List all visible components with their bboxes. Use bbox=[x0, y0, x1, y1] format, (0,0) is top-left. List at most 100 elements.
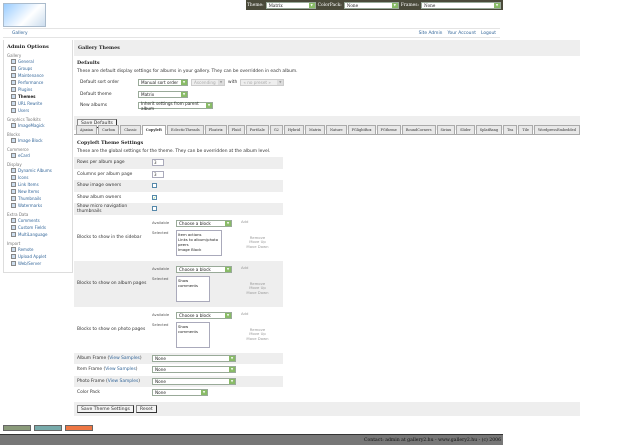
photopage-move-up-button[interactable]: Move Up bbox=[249, 331, 266, 336]
tab-hybrid[interactable]: Hybrid bbox=[283, 125, 305, 134]
save-theme-settings-button[interactable]: Save Theme Settings bbox=[77, 404, 134, 413]
sidebar-item-icons[interactable]: Icons bbox=[7, 174, 69, 181]
sidebar-item-groups[interactable]: Groups bbox=[7, 65, 69, 72]
tab-tea[interactable]: Tea bbox=[503, 125, 518, 134]
sort-order-select[interactable]: Manual sort order ▼ bbox=[138, 79, 188, 87]
breadcrumb-gallery[interactable]: Gallery bbox=[12, 30, 28, 36]
sidebar-item-custom-fields[interactable]: Custom Fields bbox=[7, 224, 69, 231]
sidebar-item-thumbnails[interactable]: Thumbnails bbox=[7, 195, 69, 202]
sidebar-item-imagemagick[interactable]: ImageMagick bbox=[7, 122, 69, 129]
sidebar-item-remote[interactable]: Remote bbox=[7, 246, 69, 253]
tab-nature[interactable]: Nature bbox=[326, 125, 347, 134]
sidebar-selected-list[interactable]: Item actions Links to album/photo peers Im… bbox=[176, 229, 222, 256]
sidebar-move-down-button[interactable]: Move Down bbox=[246, 243, 269, 249]
tab-wordpressembedded[interactable]: WordpressEmbedded bbox=[534, 125, 580, 134]
sidebar-move-up-button[interactable]: Move Up bbox=[249, 239, 266, 244]
reset-button[interactable]: Reset bbox=[135, 404, 157, 413]
tab-pglightbox[interactable]: PGlightBox bbox=[347, 125, 376, 134]
selected-block-item[interactable]: Show comments bbox=[178, 277, 199, 288]
tab-portsale[interactable]: PortSale bbox=[245, 125, 269, 134]
selected-block-item[interactable]: Image Block bbox=[178, 246, 202, 252]
badge-gallery[interactable] bbox=[3, 425, 31, 431]
frames-select[interactable]: None ▼ bbox=[421, 1, 501, 9]
tab-g2[interactable]: G2 bbox=[269, 125, 283, 134]
sidebar-item-new-items[interactable]: New Items bbox=[7, 188, 69, 195]
sidebar-add-button[interactable]: Add bbox=[241, 218, 249, 224]
gallery-logo[interactable] bbox=[3, 3, 46, 27]
photopage-add-button[interactable]: Add bbox=[241, 310, 249, 316]
tab-eclecticthreads[interactable]: EclecticThreads bbox=[167, 125, 204, 134]
new-albums-select[interactable]: Inherit settings from parent album ▼ bbox=[138, 101, 213, 111]
tab-fluid[interactable]: Fluid bbox=[227, 125, 245, 134]
sidebar-item-image-block[interactable]: Image Block bbox=[7, 137, 69, 144]
colorpack-value: None bbox=[346, 2, 359, 8]
tab-carbon[interactable]: Carbon bbox=[98, 125, 120, 134]
tab-siriux[interactable]: Siriux bbox=[436, 125, 456, 134]
sort-direction-select[interactable]: Ascending ▼ bbox=[191, 79, 225, 87]
sidebar-item-url-rewrite[interactable]: URL Rewrite bbox=[7, 100, 69, 107]
sidebar-item-upload-applet[interactable]: Upload Applet bbox=[7, 253, 69, 260]
tab-slider[interactable]: Slider bbox=[456, 125, 475, 134]
album-frame-select[interactable]: None ▼ bbox=[152, 354, 236, 362]
photopage-remove-button[interactable]: Remove bbox=[249, 326, 266, 332]
selected-block-item[interactable]: Links to album/photo peers bbox=[178, 236, 219, 247]
tab-pgtheme[interactable]: PGtheme bbox=[376, 125, 401, 134]
show-micro-nav-checkbox[interactable] bbox=[152, 206, 157, 212]
sidebar-item-users[interactable]: Users bbox=[7, 107, 69, 114]
tab-floatrix[interactable]: Floatrix bbox=[204, 125, 227, 134]
theme-select[interactable]: Matrix ▼ bbox=[265, 1, 316, 9]
show-album-owners-checkbox[interactable]: ✓ bbox=[152, 194, 157, 200]
color-pack-select[interactable]: None ▼ bbox=[152, 389, 208, 397]
album-frame-samples-link[interactable]: View Samples bbox=[109, 355, 140, 361]
colorpack-select[interactable]: None ▼ bbox=[343, 1, 399, 9]
sidebar-item-dynamic-albums[interactable]: Dynamic Albums bbox=[7, 167, 69, 174]
tab-tile[interactable]: Tile bbox=[518, 125, 534, 134]
sidebar-item-performance[interactable]: Performance bbox=[7, 79, 69, 86]
sidebar-item-plugins[interactable]: Plugins bbox=[7, 86, 69, 93]
photo-frame-samples-link[interactable]: View Samples bbox=[107, 378, 139, 384]
tab-matrix[interactable]: Matrix bbox=[305, 125, 325, 134]
sidebar-item-general[interactable]: General bbox=[7, 58, 69, 65]
tab-copyleft[interactable]: Copyleft bbox=[141, 125, 167, 135]
chevron-down-icon: ▼ bbox=[218, 80, 224, 86]
sidebar-item-multilanguage[interactable]: MultiLanguage bbox=[7, 231, 69, 238]
sidebar-item-web-server[interactable]: Web/Server bbox=[7, 260, 69, 267]
albumpage-available-select[interactable]: Choose a block ▼ bbox=[176, 265, 232, 273]
albumpage-add-button[interactable]: Add bbox=[241, 264, 249, 270]
badge-valid[interactable] bbox=[65, 425, 93, 431]
sidebar-item-comments[interactable]: Comments bbox=[7, 217, 69, 224]
tab-splatbang[interactable]: SplatBang bbox=[475, 125, 503, 134]
sidebar-item-watermarks[interactable]: Watermarks bbox=[7, 202, 69, 209]
photopage-selected-list[interactable]: Show comments bbox=[176, 321, 210, 348]
item-frame-select[interactable]: None ▼ bbox=[152, 366, 236, 374]
photo-frame-select[interactable]: None ▼ bbox=[152, 377, 236, 385]
chevron-down-icon: ▼ bbox=[391, 2, 398, 8]
sidebar-item-themes[interactable]: Themes bbox=[7, 93, 69, 100]
site-admin-link[interactable]: Site Admin bbox=[418, 30, 443, 36]
columns-per-page-input[interactable]: 3 bbox=[152, 170, 164, 178]
default-theme-select[interactable]: Matrix ▼ bbox=[138, 90, 188, 98]
tab-ajaxian[interactable]: Ajaxian bbox=[76, 125, 98, 134]
sidebar-remove-button[interactable]: Remove bbox=[249, 234, 266, 240]
rows-per-page-input[interactable]: 3 bbox=[152, 159, 164, 167]
show-image-owners-checkbox[interactable] bbox=[152, 183, 157, 189]
albumpage-selected-list[interactable]: Show comments bbox=[176, 275, 210, 302]
sidebar-item-ecard[interactable]: eCard bbox=[7, 152, 69, 159]
tab-classic[interactable]: Classic bbox=[120, 125, 141, 134]
albumpage-remove-button[interactable]: Remove bbox=[249, 280, 266, 286]
albumpage-move-up-button[interactable]: Move Up bbox=[249, 285, 266, 290]
your-account-link[interactable]: Your Account bbox=[447, 30, 476, 36]
preset-select[interactable]: « no preset » ▼ bbox=[240, 79, 285, 87]
sidebar-item-maintenance[interactable]: Maintenance bbox=[7, 72, 69, 79]
selected-block-item[interactable]: Item actions bbox=[178, 231, 202, 237]
logout-link[interactable]: Logout bbox=[480, 30, 496, 36]
sidebar-available-select[interactable]: Choose a block ▼ bbox=[176, 219, 232, 227]
badge-php[interactable] bbox=[34, 425, 62, 431]
tab-roundcorners[interactable]: RoundCorners bbox=[401, 125, 436, 134]
photopage-available-select[interactable]: Choose a block ▼ bbox=[176, 311, 232, 319]
selected-block-item[interactable]: Show comments bbox=[178, 323, 199, 334]
item-frame-samples-link[interactable]: View Samples bbox=[105, 367, 136, 373]
photopage-move-down-button[interactable]: Move Down bbox=[246, 335, 269, 341]
sidebar-item-link-items[interactable]: Link Items bbox=[7, 181, 69, 188]
albumpage-move-down-button[interactable]: Move Down bbox=[246, 289, 269, 295]
